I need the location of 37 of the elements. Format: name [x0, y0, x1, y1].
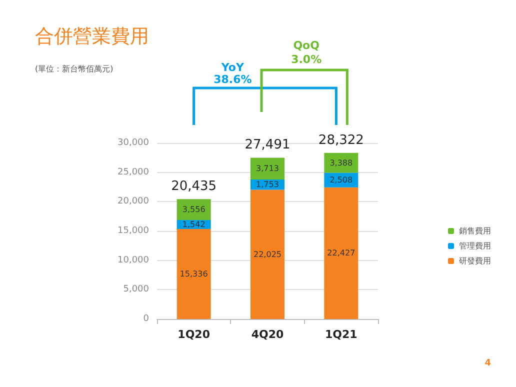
y-tick-label: 15,000 [118, 226, 150, 236]
text: (單位：新台幣佰萬元) [35, 64, 114, 74]
text: YoY [220, 61, 245, 74]
y-tick-label: 20,000 [118, 196, 150, 207]
text: QoQ [293, 39, 320, 52]
legend-label: 研發費用 [459, 256, 491, 266]
data-label: 3,713 [256, 164, 279, 174]
text: 4 [484, 358, 492, 368]
chart-title: 合併營業費用 [35, 26, 149, 48]
data-label: 15,336 [180, 270, 208, 279]
text: 3.0% [291, 53, 322, 66]
y-tick-label: 5,000 [123, 284, 150, 295]
x-tick-label: 1Q21 [325, 328, 358, 341]
data-label: 22,025 [254, 250, 282, 259]
bar [324, 187, 358, 319]
bar [250, 190, 284, 319]
data-label: 3,388 [330, 158, 353, 168]
x-tick-label: 1Q20 [178, 328, 210, 341]
data-label: 2,508 [330, 176, 353, 185]
data-label: 1,753 [256, 180, 279, 190]
data-label: 1,542 [182, 220, 206, 230]
bar [250, 158, 284, 180]
total-label: 20,435 [171, 179, 217, 194]
total-label: 27,491 [244, 138, 290, 153]
bar [176, 229, 211, 319]
x-tick-label: 4Q20 [251, 328, 284, 341]
legend-label: 管理費用 [459, 242, 491, 250]
y-tick-label: 25,000 [118, 167, 150, 178]
legend-label: 銷售費用 [459, 226, 491, 236]
data-label: 22,427 [327, 248, 356, 258]
data-label: 3,556 [182, 205, 206, 214]
y-tick-label: 10,000 [118, 255, 150, 266]
bar [176, 199, 211, 220]
text: 38.6% [214, 73, 252, 86]
y-tick-label: 30,000 [118, 138, 150, 148]
total-label: 28,322 [318, 132, 364, 148]
y-tick-label: 0 [143, 314, 150, 324]
